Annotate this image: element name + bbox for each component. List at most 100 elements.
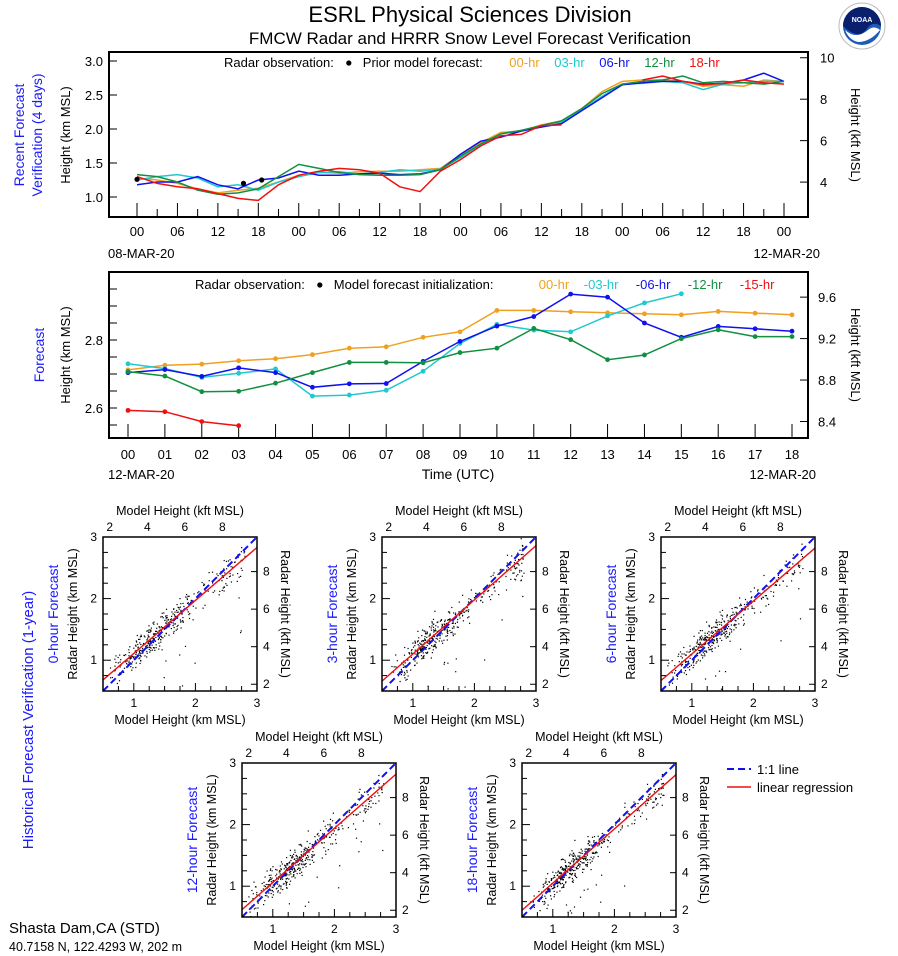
x-tick-label: 2 bbox=[471, 696, 478, 710]
scatter-point bbox=[435, 625, 437, 627]
scatter-point bbox=[458, 611, 460, 613]
date-start-label: 12-MAR-20 bbox=[108, 467, 174, 482]
scatter-point bbox=[318, 835, 320, 837]
scatter-point bbox=[426, 631, 428, 633]
scatter-point bbox=[715, 675, 717, 677]
scatter-point bbox=[784, 564, 786, 566]
scatter-point bbox=[432, 618, 435, 620]
scatter-point bbox=[514, 559, 516, 561]
scatter-point bbox=[729, 632, 731, 634]
scatter-point bbox=[110, 677, 112, 679]
scatter-point bbox=[775, 584, 778, 586]
scatter-point bbox=[229, 575, 231, 577]
scatter-point bbox=[661, 774, 663, 776]
scatter-point bbox=[126, 660, 128, 662]
series-point-00-hr bbox=[568, 309, 574, 315]
scatter-point bbox=[323, 820, 325, 822]
scatter-point bbox=[422, 640, 425, 642]
scatter-point bbox=[653, 791, 655, 793]
x-tick-label: 12 bbox=[696, 224, 710, 239]
scatter-point bbox=[703, 638, 705, 640]
scatter-point bbox=[550, 898, 552, 900]
scatter-point bbox=[240, 575, 242, 577]
scatter-point bbox=[587, 836, 589, 838]
scatter-point bbox=[433, 636, 436, 638]
scatter-point bbox=[509, 564, 511, 566]
scatter-point bbox=[590, 844, 592, 846]
scatter-point bbox=[506, 562, 508, 564]
scatter-point bbox=[433, 644, 435, 646]
scatter-point bbox=[571, 850, 573, 852]
scatter-point bbox=[417, 630, 419, 632]
scatter-point bbox=[600, 846, 602, 848]
scatter-point bbox=[179, 654, 181, 656]
scatter-point bbox=[587, 848, 589, 850]
scatter-point bbox=[148, 631, 150, 633]
scatter-point bbox=[777, 577, 779, 579]
scatter-point bbox=[150, 647, 152, 649]
scatter-point bbox=[427, 651, 429, 653]
legend-regression-label: linear regression bbox=[757, 780, 853, 795]
scatter-point bbox=[465, 610, 467, 612]
scatter-point bbox=[447, 688, 449, 690]
scatter-point bbox=[505, 575, 507, 578]
scatter-point bbox=[272, 866, 274, 868]
scatter-point bbox=[680, 669, 682, 671]
scatter-point bbox=[158, 648, 160, 650]
scatter-point bbox=[426, 636, 428, 638]
x-top-tick-label: 4 bbox=[563, 746, 570, 760]
scatter-point bbox=[401, 672, 403, 674]
scatter-point bbox=[657, 803, 659, 805]
scatter-point bbox=[268, 874, 270, 876]
scatter-point bbox=[559, 871, 561, 873]
y-tick-label: 1 bbox=[229, 879, 236, 893]
scatter-point bbox=[436, 638, 439, 640]
scatter-point bbox=[786, 585, 788, 587]
scatter-point bbox=[740, 603, 742, 605]
scatter-point bbox=[719, 623, 721, 626]
x-tick-label: 12 bbox=[534, 224, 548, 239]
scatter-point bbox=[171, 615, 173, 617]
scatter-point bbox=[314, 836, 316, 838]
y-tick-label: 3 bbox=[648, 530, 655, 544]
scatter-point bbox=[696, 652, 699, 654]
scatter-point bbox=[462, 611, 464, 613]
scatter-point bbox=[381, 787, 383, 789]
x-tick-label: 06 bbox=[170, 224, 184, 239]
scatter-point bbox=[290, 868, 292, 870]
legend-title: Model forecast initialization: bbox=[334, 277, 494, 292]
scatter-point bbox=[174, 615, 176, 617]
scatter-point bbox=[446, 639, 448, 641]
scatter-point bbox=[576, 876, 578, 879]
scatter-point bbox=[590, 869, 592, 871]
regression-line bbox=[521, 774, 677, 911]
scatter-point bbox=[140, 649, 142, 652]
scatter-point bbox=[332, 832, 334, 834]
scatter-point bbox=[128, 660, 130, 662]
scatter-point bbox=[497, 573, 499, 576]
scatter-point bbox=[601, 842, 603, 844]
scatter-point bbox=[446, 631, 448, 633]
historical-verification-label: Historical Forecast Verification (1-year… bbox=[20, 591, 37, 849]
series-point-00-hr bbox=[420, 334, 426, 340]
scatter-point bbox=[269, 878, 271, 881]
scatter-point bbox=[767, 598, 769, 600]
scatter-title: 3-hour Forecast bbox=[324, 564, 340, 663]
scatter-point bbox=[167, 619, 169, 621]
scatter-point bbox=[148, 648, 150, 651]
scatter-point bbox=[423, 656, 425, 658]
scatter-point bbox=[587, 840, 590, 842]
scatter-point bbox=[547, 888, 549, 890]
scatter-point bbox=[449, 630, 451, 632]
legend-entry--12-hr: -12-hr bbox=[688, 277, 723, 292]
scatter-point bbox=[451, 622, 453, 624]
scatter-point bbox=[434, 630, 436, 632]
scatter-point bbox=[303, 851, 305, 853]
series-point--06-hr bbox=[236, 365, 242, 371]
scatter-point bbox=[792, 563, 794, 565]
scatter-point bbox=[453, 612, 455, 614]
scatter-point bbox=[607, 840, 609, 842]
scatter-point bbox=[316, 834, 318, 836]
